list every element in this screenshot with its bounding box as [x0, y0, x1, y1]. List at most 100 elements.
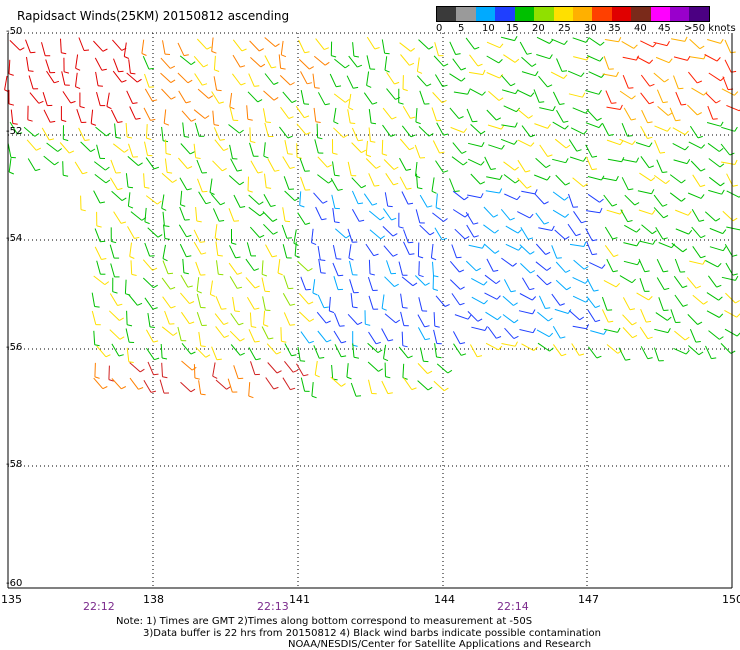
wind-barb: [638, 258, 650, 273]
wind-barb: [164, 158, 173, 174]
wind-barb: [232, 297, 240, 312]
wind-barb: [79, 92, 85, 109]
wind-barb: [640, 40, 657, 48]
wind-barb: [433, 329, 442, 345]
wind-barb: [43, 155, 59, 166]
wind-barb: [250, 57, 266, 68]
wind-barb: [416, 173, 423, 190]
wind-barb: [468, 243, 486, 249]
wind-barb: [229, 330, 245, 342]
wind-barb: [536, 329, 554, 338]
wind-barb: [687, 104, 702, 116]
wind-barb: [161, 194, 167, 211]
wind-barb: [193, 229, 206, 243]
lat-label: -56: [6, 342, 23, 353]
wind-barb: [500, 35, 518, 42]
wind-barb: [720, 343, 736, 354]
wind-barb: [74, 161, 88, 175]
wind-barb: [470, 124, 486, 135]
wind-barb: [129, 106, 141, 120]
wind-barb: [333, 330, 347, 344]
wind-barb: [551, 245, 562, 259]
wind-barb: [384, 276, 399, 288]
wind-barb: [401, 276, 418, 287]
wind-barb: [433, 312, 440, 328]
wind-barb: [672, 142, 689, 151]
wind-barb: [674, 330, 690, 341]
wind-barb: [706, 121, 724, 127]
wind-barb: [587, 175, 605, 181]
wind-barb: [249, 142, 259, 157]
wind-barb: [572, 177, 588, 188]
wind-barb: [624, 194, 640, 206]
wind-barb: [350, 293, 358, 309]
wind-barb: [163, 109, 170, 126]
wind-barb: [263, 142, 269, 159]
wind-barb: [619, 90, 636, 100]
wind-barb: [181, 342, 196, 355]
wind-barb: [125, 122, 133, 139]
wind-barb: [332, 161, 340, 177]
wind-barb: [704, 211, 721, 222]
wind-barb: [330, 376, 346, 387]
wind-barb: [299, 311, 315, 322]
wind-barb: [654, 327, 671, 334]
wind-barb: [415, 108, 421, 125]
lat-label: -54: [6, 233, 23, 244]
wind-barb: [162, 211, 170, 227]
wind-barb: [433, 55, 449, 67]
legend-swatch: [689, 7, 709, 21]
wind-barb: [449, 107, 464, 120]
wind-barb: [398, 261, 408, 276]
wind-barb: [96, 345, 111, 358]
wind-barb: [147, 361, 159, 376]
wind-barb: [640, 156, 654, 169]
wind-barb: [280, 327, 287, 343]
wind-barb: [658, 297, 669, 311]
wind-barb: [109, 329, 125, 340]
wind-barb: [606, 104, 623, 110]
wind-barb: [182, 122, 190, 138]
wind-barb: [215, 296, 227, 310]
wind-barb: [687, 314, 703, 325]
wind-barb: [417, 380, 433, 391]
lon-label: 150: [722, 593, 740, 606]
note-line-3: NOAA/NESDIS/Center for Satellite Applica…: [288, 639, 592, 650]
wind-barb: [95, 71, 103, 87]
wind-barb: [601, 309, 614, 323]
wind-barb: [568, 92, 586, 98]
wind-barb: [248, 194, 264, 205]
wind-barb: [263, 193, 276, 207]
wind-barb: [264, 173, 272, 189]
wind-barb: [555, 279, 572, 291]
wind-barb: [228, 175, 245, 186]
wind-barb: [352, 331, 358, 347]
wind-barb: [332, 262, 344, 277]
wind-barb: [653, 194, 668, 207]
wind-barb: [127, 156, 143, 167]
wind-barb: [126, 310, 133, 327]
wind-barb: [247, 176, 253, 193]
wind-barb: [215, 241, 223, 257]
wind-barb: [624, 224, 641, 233]
wind-barb: [430, 243, 437, 261]
wind-barb: [60, 38, 67, 55]
wind-barb: [621, 123, 633, 137]
legend-swatch: [572, 7, 593, 21]
wind-barb: [26, 139, 42, 151]
wind-barb: [707, 38, 724, 44]
wind-barb: [484, 156, 496, 170]
wind-barb: [129, 377, 144, 390]
wind-barb: [571, 343, 585, 356]
wind-barb: [640, 346, 653, 360]
wind-barb: [348, 244, 354, 261]
wind-barb: [215, 326, 229, 338]
wind-barb: [469, 88, 486, 96]
wind-barb: [622, 314, 637, 326]
wind-barb: [656, 258, 669, 273]
wind-barb: [313, 192, 328, 204]
wind-barb: [110, 109, 123, 123]
wind-barb: [640, 309, 652, 323]
wind-barb: [622, 55, 640, 61]
wind-barb: [264, 55, 277, 69]
